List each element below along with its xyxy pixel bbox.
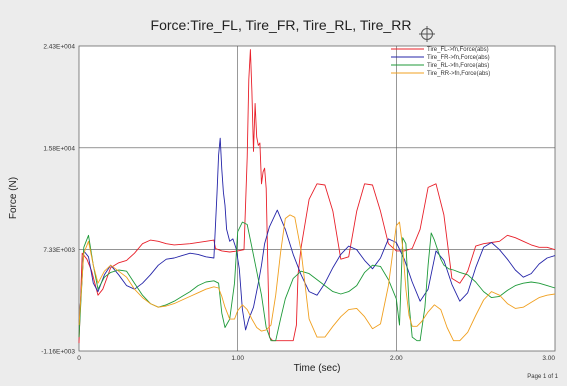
legend-label: Tire_FL->fn,Force(abs) [427, 47, 489, 53]
legend-label: Tire_RL->fn,Force(abs) [427, 63, 489, 69]
plot-area [78, 45, 556, 352]
page-label: Page 1 of 1 [527, 374, 558, 380]
grid-lines [79, 46, 555, 351]
legend: Tire_FL->fn,Force(abs) Tire_FR->fn,Force(… [391, 47, 490, 77]
x-tick-label: 2.00 [390, 355, 403, 362]
x-tick-label: 0 [77, 355, 81, 362]
series-line-2 [78, 221, 556, 342]
chart-title: Force:Tire_FL, Tire_FR, Tire_RL, Tire_RR [151, 17, 412, 33]
y-tick-label: -1.16E+003 [41, 349, 75, 356]
x-tick-label: 3.00 [542, 355, 555, 362]
series-line-1 [78, 137, 556, 331]
x-tick-labels: 0 1.00 2.00 3.00 [77, 355, 555, 362]
y-axis-label: Force (N) [8, 177, 19, 219]
x-tick-label: 1.00 [231, 355, 244, 362]
series-line-3 [78, 214, 556, 342]
series-lines [78, 49, 556, 344]
crosshair-target-icon[interactable] [419, 26, 435, 42]
legend-label: Tire_FR->fn,Force(abs) [427, 55, 490, 61]
y-tick-label: 7.33E+003 [43, 247, 75, 254]
y-tick-label: 2.43E+004 [43, 44, 75, 51]
x-axis-label: Time (sec) [294, 363, 341, 374]
legend-label: Tire_RR->fn,Force(abs) [427, 71, 490, 77]
y-tick-labels: -1.16E+003 7.33E+003 1.58E+004 2.43E+004 [41, 44, 75, 356]
y-tick-label: 1.58E+004 [43, 145, 75, 152]
